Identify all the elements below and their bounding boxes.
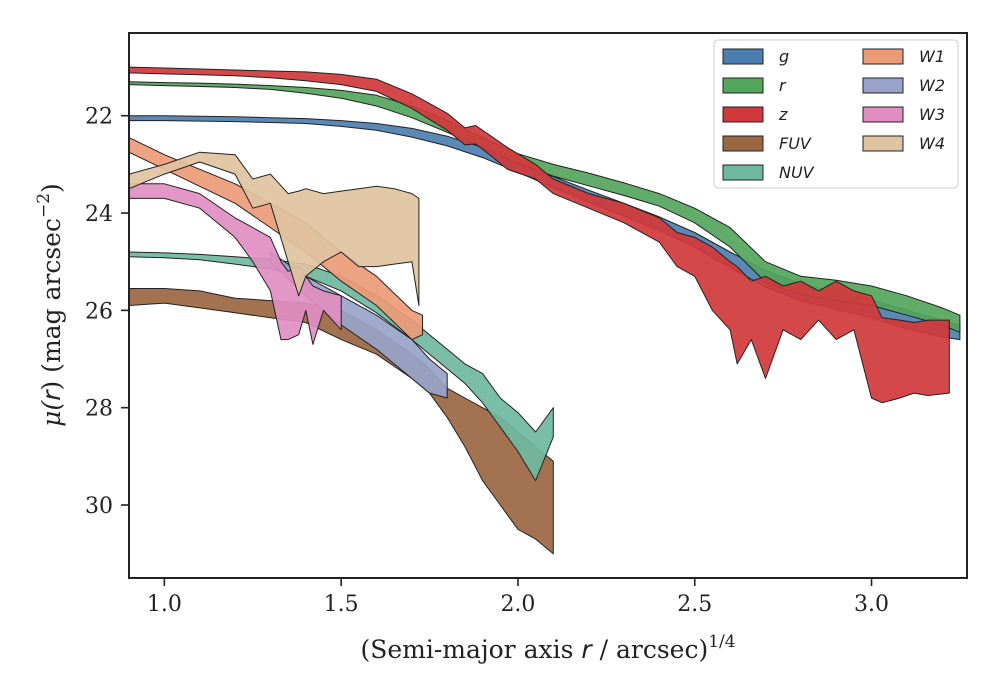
x-axis-label: (Semi-major axis r / arcsec)1/4 xyxy=(360,632,735,664)
legend-label-nuv: NUV xyxy=(779,163,815,182)
legend-swatch-nuv xyxy=(722,164,764,181)
x-tick-label: 1.0 xyxy=(147,592,182,617)
legend: grz FUV NUV W1 W2 W3 W4 xyxy=(713,39,959,189)
plot-frame xyxy=(128,32,968,579)
y-tick-label: 28 xyxy=(85,397,113,422)
legend-label-fuv: FUV xyxy=(779,134,812,153)
x-tick-label: 2.0 xyxy=(500,592,535,617)
x-axis: 1.0 1.5 2.0 2.5 3.0 xyxy=(147,578,889,617)
plot-area xyxy=(129,66,961,555)
legend-label-w2: W2 xyxy=(919,76,945,95)
y-tick-label: 24 xyxy=(85,202,113,227)
legend-swatch-fuv xyxy=(722,135,764,152)
y-axis: 22 24 26 28 30 xyxy=(85,105,129,519)
x-tick-label: 3.0 xyxy=(854,592,889,617)
legend-swatch-w2 xyxy=(862,77,904,94)
band-w3 xyxy=(129,183,342,345)
y-tick-label: 30 xyxy=(85,494,113,519)
legend-label-w1: W1 xyxy=(919,47,945,66)
legend-swatch-z xyxy=(722,106,764,123)
legend-label-w4: W4 xyxy=(919,134,945,153)
legend-label-r: r xyxy=(779,76,787,95)
band-w4 xyxy=(129,151,420,306)
legend-label-z: z xyxy=(778,105,788,124)
x-tick-label: 2.5 xyxy=(677,592,712,617)
y-axis-label: μ(r) (mag arcsec−2) xyxy=(34,183,66,427)
legend-swatch-r xyxy=(722,77,764,94)
legend-swatch-w3 xyxy=(862,106,904,123)
legend-swatch-w4 xyxy=(862,135,904,152)
legend-label-w3: W3 xyxy=(919,105,945,124)
y-tick-label: 26 xyxy=(85,299,113,324)
x-tick-label: 1.5 xyxy=(324,592,359,617)
band-z xyxy=(129,66,950,404)
legend-label-g: g xyxy=(779,47,789,66)
legend-swatch-g xyxy=(722,48,764,65)
legend-swatch-w1 xyxy=(862,48,904,65)
y-tick-label: 22 xyxy=(85,105,113,130)
